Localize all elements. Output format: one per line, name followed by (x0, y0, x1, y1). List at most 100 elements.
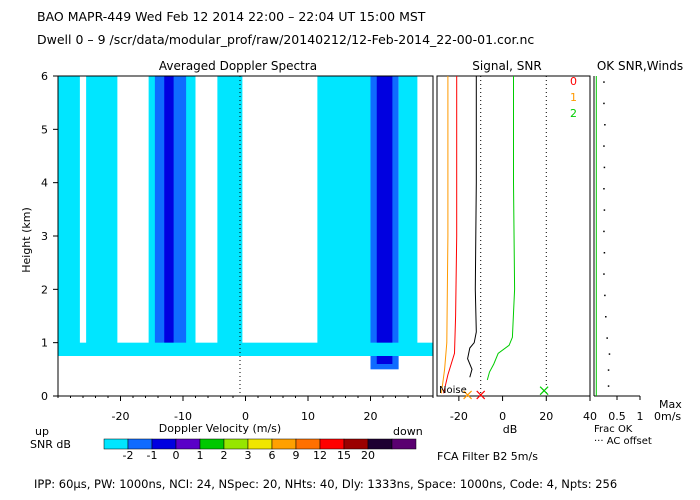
spectra-y-tick-label-3: 3 (41, 230, 48, 243)
spectra-x-ticks: -20 -10 0 10 20 (57, 396, 434, 423)
snr-x-tick-label-0: -20 (450, 410, 468, 423)
colorbar-swatch-6 (247, 438, 273, 450)
spectra-band-4 (164, 76, 174, 356)
winds-point-10 (604, 294, 606, 297)
snr-legend-0: 0 (570, 75, 577, 88)
colorbar-swatch-10 (343, 438, 369, 450)
winds-point-2 (604, 124, 606, 126)
colorbar-tick-8: 12 (313, 449, 327, 462)
colorbar: -2 -1 0 1 2 3 6 9 12 15 20 (103, 438, 417, 462)
spectra-x-tick-label-3: 10 (301, 410, 315, 423)
spectra-band-10 (58, 342, 433, 356)
winds-point-15 (607, 385, 610, 387)
spectra-down-label: down (393, 425, 423, 438)
spectra-x-tick-label-0: -20 (112, 410, 130, 423)
snr-x-ticks: -20 0 20 40 (450, 396, 597, 423)
spectra-y-tick-label-5: 5 (41, 123, 48, 136)
winds-point-11 (605, 316, 607, 318)
winds-point-8 (603, 252, 606, 254)
colorbar-swatch-11 (367, 438, 393, 450)
snr-legend-2: 2 (570, 107, 577, 120)
snr-legend: 0 1 2 (570, 75, 577, 120)
spectra-x-tick-label-4: 20 (364, 410, 378, 423)
colorbar-swatch-4 (199, 438, 225, 450)
header-line-2: Dwell 0 – 9 /scr/data/modular_prof/raw/2… (37, 32, 535, 47)
frac-ok-label: Frac OK (594, 424, 633, 435)
footer-parameters: IPP: 60μs, PW: 1000ns, NCI: 24, NSpec: 2… (34, 477, 618, 491)
snr-marker-1 (476, 390, 486, 400)
snr-series-0 (486, 76, 516, 381)
winds-point-12 (606, 337, 608, 339)
colorbar-tick-9: 15 (337, 449, 351, 462)
spectra-y-ticks: 0 1 2 3 4 5 6 (41, 70, 58, 403)
snr-reference-lines (480, 76, 547, 396)
spectra-x-tick-label-2: 0 (242, 410, 249, 423)
winds-max-value: 0m/s (654, 410, 681, 423)
colorbar-tick-6: 6 (269, 449, 276, 462)
colorbar-tick-1: -1 (147, 449, 158, 462)
snr-x-tick-label-2: 20 (539, 410, 553, 423)
snr-series (440, 76, 549, 400)
noise-label: Noise (439, 385, 467, 396)
snr-legend-1: 1 (570, 91, 577, 104)
snr-marker-0 (463, 390, 473, 400)
snr-marker-2 (539, 386, 549, 396)
spectra-y-tick-label-0: 0 (41, 390, 48, 403)
spectra-y-tick-label-4: 4 (41, 177, 48, 190)
spectra-band-1 (86, 76, 118, 351)
winds-point-4 (603, 166, 606, 169)
snr-title: Signal, SNR (472, 59, 541, 73)
winds-point-0 (603, 81, 605, 83)
colorbar-swatch-2 (151, 438, 177, 450)
winds-point-5 (603, 188, 605, 190)
colorbar-label: SNR dB (30, 438, 71, 451)
spectra-x-label: Doppler Velocity (m/s) (159, 422, 281, 435)
snr-x-tick-label-1: 0 (499, 410, 506, 423)
ac-offset-label: ··· AC offset (594, 436, 652, 447)
colorbar-swatch-0 (103, 438, 129, 450)
colorbar-swatch-8 (295, 438, 321, 450)
snr-x-label: dB (503, 423, 518, 436)
spectra-band-5 (217, 76, 243, 356)
winds-points (595, 76, 611, 396)
winds-title: OK SNR,Winds (597, 59, 683, 73)
spectra-band-6 (317, 76, 371, 356)
spectra-band-8 (376, 76, 393, 364)
colorbar-swatch-12 (391, 438, 417, 450)
spectra-y-tick-label-1: 1 (41, 337, 48, 350)
winds-point-13 (608, 353, 611, 355)
winds-max-label: Max (659, 398, 682, 411)
winds-point-7 (603, 230, 605, 233)
winds-x-tick-label-0: 0.5 (608, 410, 626, 423)
spectra-y-label: Height (km) (20, 207, 33, 273)
header-line-1: BAO MAPR-449 Wed Feb 12 2014 22:00 – 22:… (37, 9, 426, 24)
spectra-bands (58, 76, 433, 370)
winds-point-1 (603, 102, 605, 105)
colorbar-tick-2: 0 (173, 449, 180, 462)
spectra-x-tick-label-1: -10 (174, 410, 192, 423)
colorbar-tick-5: 3 (245, 449, 252, 462)
winds-x-ticks: 0.5 1 (608, 396, 644, 423)
colorbar-tick-7: 9 (293, 449, 300, 462)
spectra-up-label: up (35, 425, 49, 438)
spectra-title: Averaged Doppler Spectra (159, 59, 317, 73)
colorbar-tick-3: 1 (197, 449, 204, 462)
winds-point-14 (607, 369, 610, 371)
snr-x-tick-label-3: 40 (583, 410, 597, 423)
colorbar-tick-4: 2 (221, 449, 228, 462)
winds-point-9 (603, 273, 605, 275)
snr-series-3 (440, 76, 449, 394)
colorbar-swatch-1 (127, 438, 153, 450)
colorbar-swatch-3 (175, 438, 201, 450)
spectra-band-0 (58, 76, 80, 351)
winds-point-6 (603, 209, 606, 211)
colorbar-tick-10: 20 (361, 449, 375, 462)
spectra-y-tick-label-6: 6 (41, 70, 48, 83)
spectra-y-tick-label-2: 2 (41, 283, 48, 296)
snr-series-1 (467, 76, 477, 378)
snr-series-2 (443, 76, 458, 394)
colorbar-swatch-9 (319, 438, 345, 450)
filter-label: FCA Filter B2 5m/s (437, 450, 538, 463)
colorbar-tick-0: -2 (123, 449, 134, 462)
